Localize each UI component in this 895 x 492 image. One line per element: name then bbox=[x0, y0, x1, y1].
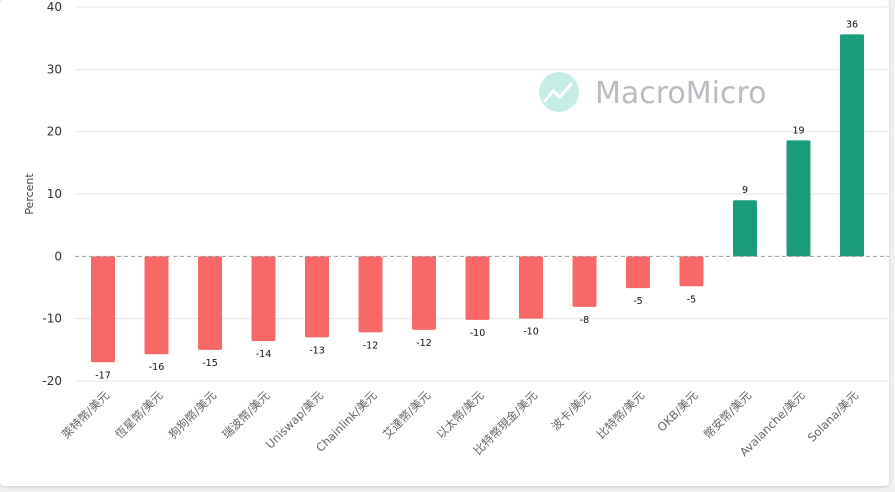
data-label: -5 bbox=[633, 296, 642, 307]
bar[interactable] bbox=[465, 256, 490, 320]
watermark: MacroMicro bbox=[539, 72, 767, 112]
y-axis-label: Percent bbox=[23, 173, 36, 215]
x-tick-label: 萊特幣/美元 bbox=[59, 388, 113, 442]
x-tick-label: Solana/美元 bbox=[805, 388, 862, 445]
grid-lines bbox=[75, 6, 889, 382]
x-tick-label: OKB/美元 bbox=[654, 388, 701, 435]
data-label: -5 bbox=[687, 294, 696, 305]
x-tick-label: 比特幣/美元 bbox=[594, 388, 648, 442]
bar[interactable] bbox=[679, 256, 704, 287]
data-label: -17 bbox=[95, 370, 111, 381]
x-tick-label: 狗狗幣/美元 bbox=[166, 388, 220, 442]
y-tick-label: -20 bbox=[42, 374, 62, 388]
bar[interactable] bbox=[626, 256, 650, 289]
data-label: 36 bbox=[846, 19, 858, 30]
macromicro-logo-icon bbox=[539, 72, 579, 112]
x-tick-label: 以太幣/美元 bbox=[433, 388, 487, 442]
bar[interactable] bbox=[358, 256, 383, 333]
y-tick-label: 20 bbox=[47, 125, 62, 139]
data-label: 19 bbox=[792, 125, 804, 136]
data-label: -10 bbox=[523, 327, 539, 338]
x-tick-label: 艾達幣/美元 bbox=[380, 388, 434, 442]
bars bbox=[91, 34, 864, 363]
watermark-text: MacroMicro bbox=[595, 76, 767, 111]
y-tick-label: 0 bbox=[54, 249, 62, 263]
x-axis-ticks: 萊特幣/美元 恆星幣/美元 狗狗幣/美元 瑞波幣/美元Uniswap/美元Chainl… bbox=[59, 388, 862, 459]
y-tick-label: 30 bbox=[47, 62, 62, 76]
data-label: 9 bbox=[742, 185, 748, 196]
data-label: -15 bbox=[202, 358, 218, 369]
bar[interactable] bbox=[519, 256, 543, 319]
bar[interactable] bbox=[198, 256, 222, 350]
x-tick-label: 波卡/美元 bbox=[548, 388, 594, 434]
data-label: -10 bbox=[470, 328, 486, 339]
x-tick-label: 恆星幣/美元 bbox=[112, 388, 166, 442]
y-tick-label: -10 bbox=[42, 312, 62, 326]
y-axis-ticks: -20 -10 0 10 20 30 40 bbox=[42, 0, 62, 388]
bar[interactable] bbox=[144, 256, 169, 355]
data-label: -14 bbox=[256, 349, 272, 360]
bar[interactable] bbox=[91, 256, 115, 363]
bar[interactable] bbox=[840, 34, 864, 257]
data-labels: -17 -16 -15 -14 -13 -12 -12 -10 -10 -8 -5 -5 9 19 36 bbox=[95, 19, 858, 381]
data-label: -8 bbox=[580, 315, 589, 326]
x-tick-label: 幣安幣/美元 bbox=[701, 388, 755, 442]
data-label: -12 bbox=[363, 340, 379, 351]
x-tick-label: 瑞波幣/美元 bbox=[219, 388, 273, 442]
data-label: -16 bbox=[149, 362, 165, 373]
bar[interactable] bbox=[251, 256, 276, 342]
data-label: -12 bbox=[416, 338, 432, 349]
bar[interactable] bbox=[733, 200, 757, 257]
data-label: -13 bbox=[309, 345, 325, 356]
bar[interactable] bbox=[305, 256, 329, 338]
bar[interactable] bbox=[412, 256, 436, 330]
y-tick-label: 40 bbox=[47, 0, 62, 14]
y-tick-label: 10 bbox=[47, 187, 62, 201]
bar[interactable] bbox=[572, 256, 597, 307]
bar[interactable] bbox=[786, 140, 811, 257]
